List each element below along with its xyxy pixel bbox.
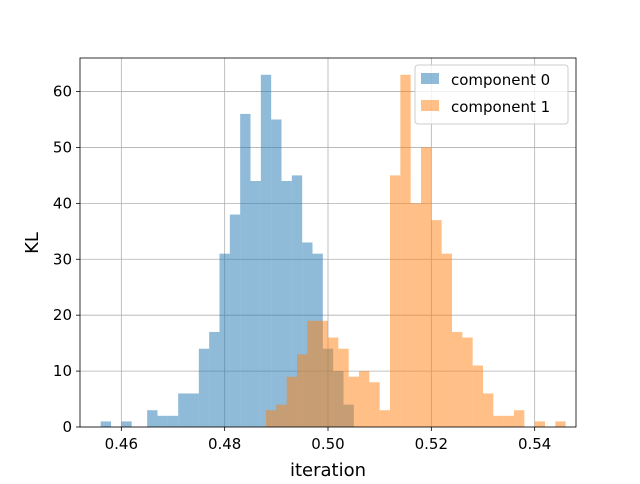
- histogram-bar: [379, 410, 390, 427]
- histogram-bar: [338, 348, 349, 427]
- histogram-bar: [302, 242, 313, 427]
- histogram-bar: [271, 119, 282, 427]
- histogram-bar: [286, 376, 297, 427]
- histogram-bar: [250, 181, 261, 427]
- histogram-bar: [121, 421, 132, 427]
- y-tick-label: 0: [62, 418, 72, 436]
- y-tick-label: 60: [53, 83, 72, 101]
- histogram-bar: [167, 415, 179, 427]
- histogram-bar: [307, 320, 318, 427]
- histogram-bar: [400, 74, 411, 427]
- histogram-bar: [421, 147, 432, 428]
- histogram-bar: [188, 393, 199, 427]
- histogram-bars: [100, 74, 566, 428]
- y-tick-label: 20: [53, 306, 72, 324]
- legend-label-component-0: component 0: [451, 71, 550, 89]
- legend: component 0 component 1: [414, 64, 569, 125]
- histogram-bar: [178, 393, 189, 427]
- histogram-bar: [291, 175, 303, 427]
- histogram-bar: [514, 410, 525, 427]
- x-tick-label: 0.46: [105, 435, 138, 453]
- histogram-bar: [483, 393, 494, 427]
- y-tick-label: 50: [53, 138, 72, 156]
- histogram-bar: [276, 404, 287, 427]
- histogram-bar: [431, 220, 442, 427]
- x-tick-label: 0.50: [311, 435, 344, 453]
- legend-box: [414, 64, 569, 125]
- y-tick-label: 10: [53, 362, 72, 380]
- legend-swatch-component-0: [421, 73, 439, 84]
- histogram-bar: [281, 181, 292, 427]
- histogram-bar: [493, 415, 504, 427]
- histogram-bar: [219, 253, 230, 427]
- histogram-bar: [472, 365, 483, 427]
- histogram-bar: [503, 415, 514, 427]
- histogram-bar: [198, 348, 210, 427]
- y-axis-ticks: 0 10 20 30 40 50 60: [53, 83, 80, 436]
- histogram-bar: [369, 382, 380, 427]
- histogram-bar: [359, 371, 370, 427]
- histogram-bar: [147, 410, 158, 427]
- histogram-bar: [266, 410, 277, 427]
- x-axis-ticks: 0.46 0.48 0.50 0.52 0.54: [105, 427, 551, 453]
- y-axis-label: KL: [22, 232, 43, 254]
- x-tick-label: 0.54: [518, 435, 551, 453]
- x-axis-label: iteration: [290, 460, 366, 480]
- histogram-bar: [229, 214, 241, 427]
- histogram-bar: [452, 331, 463, 427]
- histogram-bar: [410, 203, 421, 427]
- histogram-bar: [209, 331, 220, 427]
- y-tick-label: 30: [53, 250, 72, 268]
- histogram-bar: [441, 253, 452, 427]
- histogram-bar: [297, 354, 308, 427]
- histogram-bar: [328, 337, 339, 427]
- histogram-bar: [100, 421, 111, 427]
- x-tick-label: 0.52: [415, 435, 448, 453]
- histogram-bar: [240, 113, 251, 427]
- histogram-bar: [555, 421, 566, 427]
- histogram-bar: [157, 415, 168, 427]
- x-tick-label: 0.48: [208, 435, 241, 453]
- histogram-bar: [348, 376, 359, 427]
- histogram-bar: [462, 337, 473, 427]
- legend-swatch-component-1: [421, 100, 439, 111]
- y-tick-label: 40: [53, 194, 72, 212]
- histogram-bar: [260, 74, 272, 427]
- histogram-bar: [390, 175, 401, 427]
- histogram-bar: [317, 320, 328, 427]
- legend-label-component-1: component 1: [451, 98, 550, 116]
- series-1: [266, 74, 566, 428]
- histogram-bar: [534, 421, 545, 427]
